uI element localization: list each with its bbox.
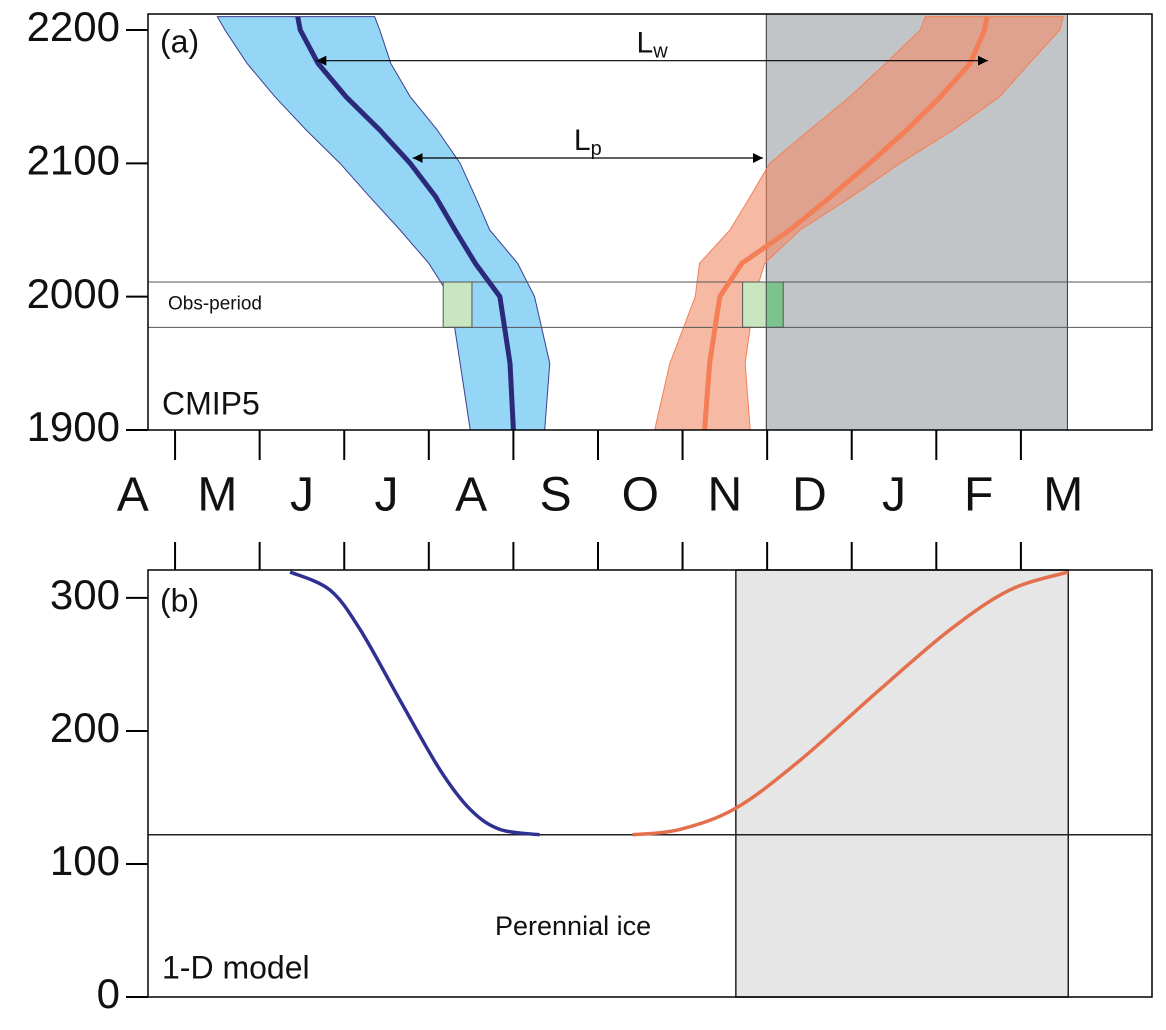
- month-label: O: [622, 469, 659, 522]
- arrow-label-main: L: [637, 27, 654, 60]
- y-tick-label: 200: [50, 704, 120, 751]
- month-label: A: [117, 469, 149, 522]
- panel-label: 1-D model: [162, 949, 310, 985]
- y-tick-label: 2000: [27, 270, 120, 317]
- median-line: [295, 16, 516, 431]
- y-tick-label: 0: [97, 970, 120, 1017]
- arrow-label: Lw: [637, 27, 669, 63]
- month-label: N: [708, 469, 743, 522]
- panel-label: (b): [160, 582, 199, 618]
- month-label: M: [197, 469, 237, 522]
- month-label: M: [1043, 469, 1083, 522]
- spread-band: [216, 16, 551, 431]
- obs-box: [442, 281, 473, 328]
- arrow-label-sub: p: [591, 138, 602, 160]
- arrow-label: Lp: [574, 124, 602, 160]
- obs-label: Obs-period: [168, 294, 262, 315]
- y-tick-label: 100: [50, 837, 120, 884]
- month-label: S: [540, 469, 572, 522]
- plot-frame: [147, 569, 1153, 998]
- y-tick-label: 1900: [27, 403, 120, 450]
- shaded-region: [735, 569, 1070, 998]
- month-label: J: [290, 469, 314, 522]
- month-label: D: [792, 469, 827, 522]
- arrow-label-main: L: [574, 124, 591, 157]
- model-line: [632, 570, 1069, 837]
- month-label: F: [964, 469, 993, 522]
- month-label: A: [455, 469, 487, 522]
- obs-box: [765, 281, 784, 328]
- panel-label: (a): [160, 23, 199, 59]
- month-label: J: [882, 469, 906, 522]
- y-tick-label: 2200: [27, 3, 120, 50]
- month-label: J: [375, 469, 399, 522]
- plot-frame: [147, 13, 1153, 431]
- y-tick-label: 300: [50, 571, 120, 618]
- obs-box: [742, 281, 767, 328]
- arrow-label-sub: w: [652, 41, 668, 63]
- spread-band: [654, 16, 1064, 431]
- panel-label: CMIP5: [162, 385, 260, 421]
- annotation: Perennial ice: [495, 911, 651, 941]
- y-tick-label: 2100: [27, 136, 120, 183]
- model-line: [289, 570, 540, 837]
